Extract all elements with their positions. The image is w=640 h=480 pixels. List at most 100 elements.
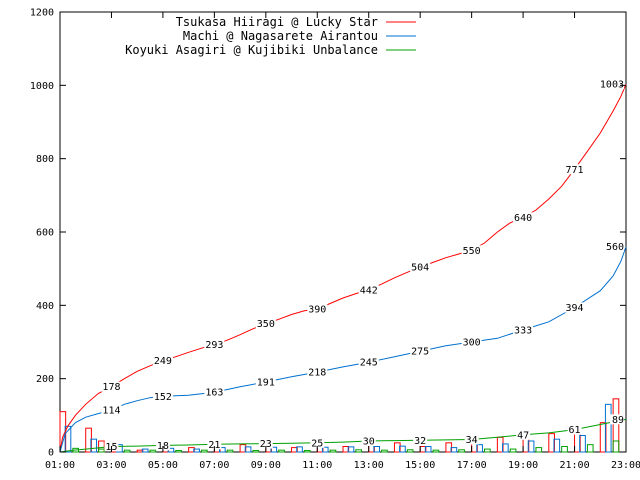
- series-line-2: [59, 246, 627, 453]
- data-label-bg: [207, 439, 222, 450]
- bar-series-2: [321, 446, 329, 453]
- bar-series-1: [599, 422, 607, 453]
- x-tick-label: 07:00: [199, 460, 229, 471]
- x-tick-label: 13:00: [354, 460, 384, 471]
- data-label-bg: [310, 437, 325, 448]
- bar-series-1: [548, 433, 555, 453]
- bar-series-3: [612, 440, 620, 453]
- x-tick-label: 17:00: [457, 460, 487, 471]
- bar-series-3: [509, 448, 517, 453]
- bars: [59, 398, 620, 453]
- data-label-series-2: 191: [257, 377, 275, 388]
- bar-series-1: [239, 444, 247, 453]
- data-label-bg: [410, 346, 431, 357]
- bar-series-2: [579, 435, 586, 453]
- data-label-bg: [461, 245, 482, 256]
- data-label-series-3: 61: [569, 425, 581, 436]
- axes: 0 200 400 600 800 1000 1200 01:00 03:00 05:00 07:0…: [30, 8, 640, 472]
- legend-label-series-3: Koyuki Asagiri @ Kujibiki Unbalance: [125, 43, 378, 57]
- bar-series-3: [123, 449, 131, 453]
- legend-label-series-1: Tsukasa Hiiragi @ Lucky Star: [176, 15, 378, 29]
- data-label-series-2: 218: [308, 368, 326, 379]
- y-tick-label: 400: [36, 301, 54, 312]
- data-label-series-2: 333: [514, 325, 532, 336]
- data-label-bg: [307, 367, 328, 378]
- x-tick-label: 03:00: [96, 460, 126, 471]
- data-label-series-3: 30: [363, 437, 375, 448]
- y-tick-label: 1000: [30, 81, 54, 92]
- series-line-1: [59, 84, 627, 453]
- data-label-series-3: 25: [311, 438, 323, 449]
- plot-area: [59, 11, 627, 453]
- data-label-bg: [361, 436, 376, 446]
- bar-series-2: [604, 403, 612, 453]
- bar-series-2: [450, 447, 458, 453]
- bar-series-2: [141, 448, 149, 453]
- data-label-series-3: 23: [260, 439, 272, 450]
- bar-series-3: [201, 449, 208, 453]
- data-label-series-3: 47: [517, 430, 529, 441]
- bar-series-3: [303, 450, 311, 453]
- data-label-series-3: 21: [208, 440, 220, 451]
- bar-series-2: [373, 446, 381, 453]
- x-tick-label: 15:00: [405, 460, 435, 471]
- bar-series-3: [149, 449, 157, 453]
- bar-series-2: [219, 447, 226, 453]
- data-label-bg: [152, 391, 173, 402]
- bar-series-2: [502, 443, 509, 453]
- data-label-series-2: 152: [154, 392, 172, 403]
- data-label-series-2: 560: [606, 242, 624, 253]
- data-label-bg: [358, 357, 379, 368]
- bar-series-1: [85, 427, 92, 453]
- bar-series-3: [535, 447, 543, 453]
- bar-series-2: [270, 446, 278, 453]
- bar-series-3: [355, 449, 363, 453]
- bar-series-3: [586, 444, 594, 453]
- bar-series-1: [342, 446, 350, 453]
- data-label-bg: [101, 381, 122, 392]
- bar-series-3: [561, 446, 568, 453]
- y-tick-label: 1200: [30, 8, 54, 19]
- bar-series-1: [136, 449, 144, 453]
- bar-series-3: [458, 449, 465, 453]
- data-label-series-1: 390: [308, 305, 326, 316]
- data-label-bg: [513, 324, 534, 335]
- data-label-series-1: 178: [102, 382, 120, 393]
- x-tick-label: 05:00: [148, 460, 178, 471]
- data-label-bg: [604, 241, 624, 252]
- data-label-series-3: 34: [466, 435, 478, 446]
- data-label-bg: [567, 424, 582, 435]
- bar-series-2: [476, 444, 483, 453]
- data-label-series-1: 640: [514, 213, 532, 224]
- bar-series-2: [399, 445, 406, 453]
- bar-series-2: [244, 446, 252, 453]
- bar-series-3: [432, 449, 440, 453]
- data-label-bg: [413, 435, 428, 446]
- data-label-series-1: 249: [154, 356, 172, 367]
- data-label-series-3: 89: [612, 415, 624, 426]
- bar-series-3: [484, 448, 491, 453]
- bar-series-3: [98, 448, 105, 453]
- data-label-bg: [564, 302, 585, 313]
- x-tick-label: 01:00: [45, 460, 75, 471]
- data-label-bg: [307, 304, 328, 314]
- bar-series-1: [393, 442, 401, 453]
- data-label-series-2: 300: [463, 338, 481, 349]
- data-label-bg: [204, 339, 225, 350]
- data-label-bg: [255, 318, 276, 329]
- series-lines: [59, 84, 627, 453]
- data-label-series-1: 293: [205, 340, 223, 351]
- data-label-bg: [610, 414, 624, 425]
- y-tick-label: 600: [36, 228, 54, 239]
- data-label-series-1: 771: [566, 165, 584, 176]
- bar-series-2: [347, 446, 355, 453]
- bar-series-1: [98, 440, 105, 453]
- data-label-series-2: 394: [566, 303, 584, 314]
- x-tick-label: 21:00: [559, 460, 589, 471]
- data-label-bg: [461, 337, 482, 347]
- x-tick-label: 23:00: [611, 460, 640, 471]
- bar-series-2: [90, 438, 98, 453]
- data-label-bg: [358, 284, 379, 295]
